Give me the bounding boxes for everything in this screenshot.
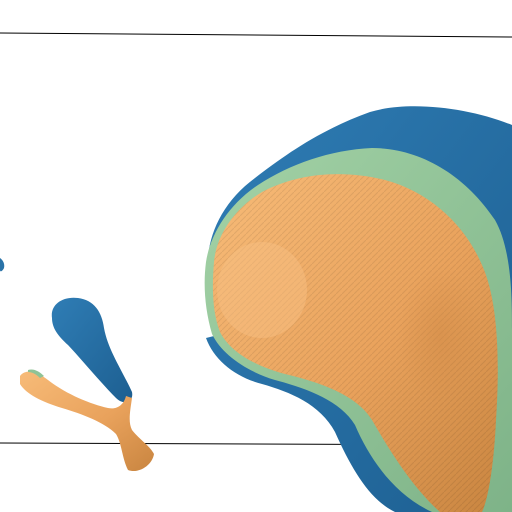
inner-core-dimple [398, 265, 482, 405]
inner-core-texture [212, 174, 498, 512]
edge-fragment[interactable] [0, 258, 5, 272]
branch-blue-arm [51, 297, 133, 403]
inner-core-highlight [217, 242, 307, 338]
branch-green-edge [28, 369, 44, 378]
top-guide-line [0, 32, 512, 38]
small-branching-structure[interactable] [20, 297, 154, 472]
branch-orange-arm [20, 371, 154, 472]
large-organ-surface[interactable] [204, 106, 512, 512]
